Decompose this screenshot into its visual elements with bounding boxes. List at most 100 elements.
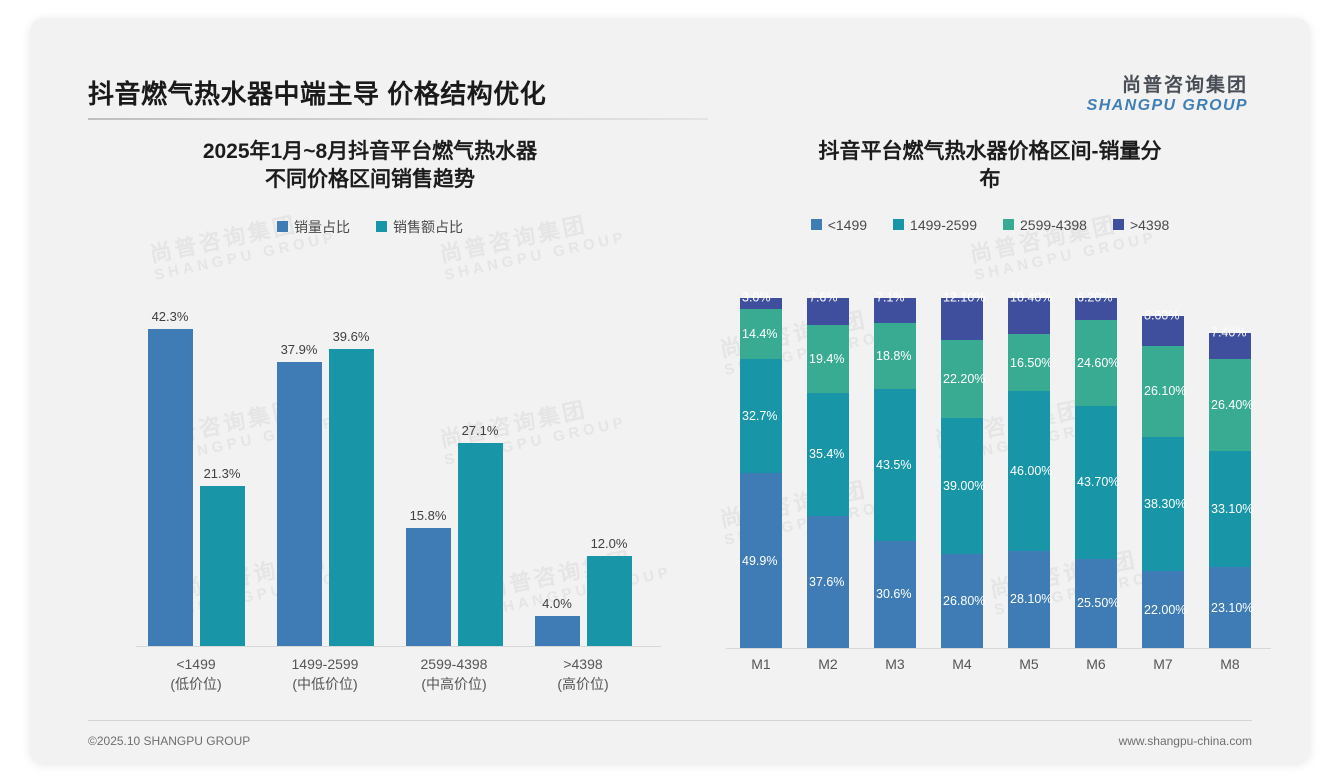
stacked-bar-segment[interactable]: 12.10% <box>941 290 985 341</box>
bar-value-label: 4.0% <box>542 596 572 611</box>
bar[interactable] <box>534 616 580 646</box>
bar-value-label: 42.3% <box>151 308 189 324</box>
segment-value-label: 37.6% <box>809 575 845 590</box>
stacked-bar-column[interactable]: 3.0% 14.4% 32.7% 49.9% <box>740 290 782 648</box>
bar[interactable] <box>328 349 374 646</box>
footer-copyright: ©2025.10 SHANGPU GROUP <box>88 734 251 748</box>
stacked-bar-segment[interactable]: 7.1% <box>874 290 916 323</box>
stacked-bar-segment[interactable]: 49.9% <box>740 473 782 648</box>
stacked-bar-segment[interactable]: 26.80% <box>941 554 985 648</box>
bar-group: 4.0% 12.0% <box>527 286 639 646</box>
right-chart-x-axis <box>726 648 1271 649</box>
stacked-bar-segment[interactable]: 23.10% <box>1209 567 1253 648</box>
stacked-bar-segment[interactable]: 6.20% <box>1075 290 1117 320</box>
bar-group: 15.8% 27.1% <box>398 286 510 646</box>
x-axis-tick-label: M2 <box>818 656 838 672</box>
stacked-bar-column[interactable]: 7.40% 26.40% 33.10% 23.10% <box>1209 298 1254 648</box>
stacked-bar-column[interactable]: 6.20% 24.60% 43.70% 25.50% <box>1075 290 1120 648</box>
bar-column[interactable]: 27.1% <box>457 286 503 646</box>
x-axis-tick-sub: (中高价位) <box>421 676 487 693</box>
stacked-bar-segment[interactable]: 19.4% <box>807 324 849 393</box>
stacked-bar-segment[interactable]: 43.70% <box>1075 405 1120 559</box>
stacked-bar-segment[interactable]: 39.00% <box>941 417 985 555</box>
bar-column[interactable]: 39.6% <box>328 286 374 646</box>
legend-item[interactable]: 1499-2599 <box>893 217 977 233</box>
bar-column[interactable]: 12.0% <box>586 286 632 646</box>
segment-value-label: 25.50% <box>1077 596 1120 611</box>
bar-column[interactable]: 15.8% <box>405 286 451 646</box>
stacked-bar-segment[interactable]: 14.4% <box>740 308 782 359</box>
bar[interactable] <box>457 442 503 646</box>
page-title: 抖音燃气热水器中端主导 价格结构优化 <box>88 79 547 109</box>
bar-group: 37.9% 39.6% <box>269 286 381 646</box>
bar[interactable] <box>405 527 451 646</box>
x-axis-tick-label: M8 <box>1220 656 1240 672</box>
stacked-bar-segment[interactable]: 18.8% <box>874 322 916 389</box>
legend-swatch-icon <box>1112 219 1124 231</box>
legend-swatch-icon <box>810 219 822 231</box>
legend-item[interactable]: 销售额占比 <box>376 217 463 237</box>
legend-item[interactable]: >4398 <box>1112 217 1169 233</box>
bar-value-label: 21.3% <box>203 466 241 482</box>
stacked-bar-segment[interactable]: 22.20% <box>941 340 985 418</box>
segment-value-label: 18.8% <box>876 348 912 363</box>
right-chart-title: 抖音平台燃气热水器价格区间-销量分 布 <box>690 138 1290 195</box>
legend-item[interactable]: 2599-4398 <box>1003 217 1087 233</box>
stacked-bar-segment[interactable]: 26.40% <box>1209 358 1253 452</box>
bar-column[interactable]: 21.3% <box>199 286 245 646</box>
stacked-bar-segment[interactable]: 26.10% <box>1142 345 1186 437</box>
stacked-bar-segment[interactable]: 46.00% <box>1008 391 1052 551</box>
left-chart-title-line1: 2025年1月~8月抖音平台燃气热水器 <box>202 140 538 163</box>
right-chart-title-line1: 抖音平台燃气热水器价格区间-销量分 <box>818 140 1162 163</box>
x-axis-tick-sub: (高价位) <box>557 676 609 693</box>
stacked-bar-segment[interactable]: 32.7% <box>740 358 782 474</box>
legend-swatch-icon <box>277 221 288 233</box>
legend-swatch-icon <box>893 219 905 231</box>
bar-group: 42.3% 21.3% <box>140 286 252 646</box>
stacked-bar-segment[interactable]: 22.00% <box>1142 571 1186 648</box>
legend-label: 1499-2599 <box>910 216 977 233</box>
stacked-bar-segment[interactable]: 3.0% <box>740 290 782 309</box>
stacked-bar-segment[interactable]: 7.6% <box>807 290 849 325</box>
stacked-bar-segment[interactable]: 35.4% <box>807 392 849 517</box>
stacked-bar-segment[interactable]: 24.60% <box>1075 319 1119 406</box>
segment-value-label: 33.10% <box>1211 502 1254 517</box>
stacked-bar-column[interactable]: 10.40% 16.50% 46.00% 28.10% <box>1008 290 1052 648</box>
bar-value-label: 37.9% <box>280 341 318 357</box>
stacked-bar-segment[interactable]: 30.6% <box>874 540 916 648</box>
stacked-bar-segment[interactable]: 33.10% <box>1209 451 1254 568</box>
legend-item[interactable]: 销量占比 <box>277 217 350 237</box>
stacked-bar-segment[interactable]: 37.6% <box>807 516 849 648</box>
stacked-bar-segment[interactable]: 7.40% <box>1209 325 1251 359</box>
stacked-bar-segment[interactable]: 28.10% <box>1008 550 1052 648</box>
legend-item[interactable]: <1499 <box>810 217 867 233</box>
bar-column[interactable]: 42.3% <box>147 286 193 646</box>
stacked-bar-segment[interactable]: 25.50% <box>1075 558 1120 648</box>
stacked-bar-segment[interactable]: 16.50% <box>1008 334 1052 392</box>
bar[interactable] <box>586 556 632 646</box>
stacked-bar-column[interactable]: 12.10% 22.20% 39.00% 26.80% <box>941 290 985 648</box>
stacked-bar-column[interactable]: 7.1% 18.8% 43.5% 30.6% <box>874 290 916 648</box>
legend-label: 销量占比 <box>294 218 350 235</box>
bar-column[interactable]: 4.0% <box>534 286 580 646</box>
bar[interactable] <box>147 328 193 646</box>
bar-value-label: 27.1% <box>461 422 499 438</box>
stacked-bar-column[interactable]: 8.60% 26.10% 38.30% 22.00% <box>1142 298 1186 648</box>
stacked-bar-segment[interactable]: 38.30% <box>1142 436 1186 571</box>
x-axis-tick-label: M3 <box>885 656 905 672</box>
right-chart-panel: 抖音平台燃气热水器价格区间-销量分 布 <1499 1499-2599 2599-4… <box>690 138 1290 718</box>
stacked-bar-column[interactable]: 7.6% 19.4% 35.4% 37.6% <box>807 290 849 648</box>
stacked-bar-segment[interactable]: 10.40% <box>1008 290 1052 335</box>
bar[interactable] <box>276 361 322 646</box>
stacked-bar-segment[interactable]: 8.60% <box>1142 308 1184 346</box>
segment-value-label: 7.1% <box>876 290 905 305</box>
x-axis-tick-label: M5 <box>1019 656 1039 672</box>
stacked-bar-segment[interactable]: 43.5% <box>874 388 916 541</box>
bar[interactable] <box>199 486 245 646</box>
bar-column[interactable]: 37.9% <box>276 286 322 646</box>
left-chart-panel: 2025年1月~8月抖音平台燃气热水器 不同价格区间销售趋势 销量占比 销售额占比… <box>70 138 670 718</box>
segment-value-label: 10.40% <box>1010 290 1053 305</box>
segment-value-label: 43.70% <box>1077 475 1120 490</box>
x-axis-tick-main: >4398 <box>563 656 603 672</box>
legend-swatch-icon <box>1003 219 1014 231</box>
